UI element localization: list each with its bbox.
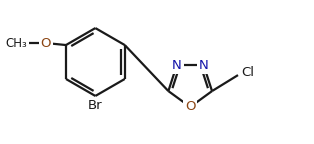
Text: O: O — [185, 101, 195, 113]
Text: CH₃: CH₃ — [5, 37, 27, 50]
Text: N: N — [172, 59, 181, 72]
Text: Cl: Cl — [241, 66, 254, 79]
Text: Br: Br — [88, 100, 103, 112]
Text: N: N — [199, 59, 208, 72]
Text: O: O — [41, 37, 51, 50]
